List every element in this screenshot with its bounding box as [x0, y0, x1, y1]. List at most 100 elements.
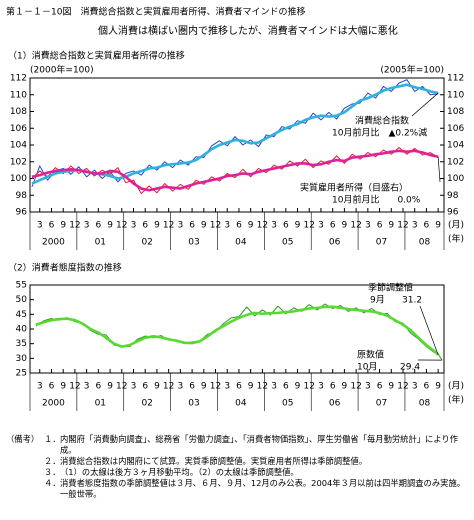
annotation: 消費総合指数 — [355, 115, 409, 127]
y2-tick-label: 104 — [447, 141, 464, 151]
y2-tick-label: 96 — [447, 208, 459, 218]
x-tick-label: 6 — [236, 382, 242, 392]
x-tick-label: 9 — [201, 382, 207, 392]
year-label: 2000 — [42, 399, 65, 409]
x-tick-label: 6 — [283, 221, 289, 231]
y-tick-label: 112 — [10, 74, 27, 84]
year-label: 02 — [141, 399, 152, 409]
y2-tick-label: 102 — [447, 157, 464, 167]
y-axis-label: (2000年=100) — [30, 64, 94, 76]
x-tick-label: 9 — [388, 221, 394, 231]
x-tick-label: 6 — [330, 221, 336, 231]
y2-tick-label: 106 — [447, 124, 464, 134]
y-tick-label: 108 — [10, 107, 27, 117]
x-tick-label: 3 — [131, 221, 137, 231]
x-tick-label: 3 — [84, 382, 90, 392]
note-row: ４． 消費者態度指数の季節調整値は３月、６月、９月、12月のみ公表。2004年３月… — [6, 478, 468, 500]
x-tick-label: 6 — [189, 221, 195, 231]
y2-tick-label: 100 — [447, 174, 464, 184]
x-tick-label: 6 — [424, 382, 430, 392]
y-tick-label: 96 — [16, 208, 28, 218]
x-tick-label: 3 — [84, 221, 90, 231]
x-tick-label: 12 — [350, 382, 361, 392]
x-tick-label: 9 — [107, 221, 113, 231]
x-tick-label: 12 — [163, 221, 174, 231]
x-tick-label: 6 — [189, 382, 195, 392]
note-text: （1）の太線は後方３ヶ月移動平均。（2）の太線は季節調整値。 — [60, 467, 299, 477]
notes-heading — [6, 456, 44, 467]
chart-title: （1）消費総合指数と実質雇用者所得の推移 — [8, 50, 185, 62]
x-tick-label: 12 — [257, 221, 268, 231]
x-tick-label: 3 — [271, 382, 277, 392]
year-label: 07 — [376, 238, 387, 248]
x-tick-label: 3 — [178, 221, 184, 231]
x-tick-label: 9 — [388, 382, 394, 392]
year-label: 01 — [95, 399, 106, 409]
x-tick-label: 9 — [60, 221, 66, 231]
x-tick-label: 3 — [224, 221, 230, 231]
y-tick-label: 106 — [10, 124, 27, 134]
note-text: 内閣府「消費動向調査」、総務省「労働力調査」、「消費者物価指数」、厚生労働省「毎… — [60, 434, 459, 455]
x-tick-label: 9 — [60, 382, 66, 392]
note-row: ２． 消費総合指数は内閣府にて試算。実質季節調整値。実質雇用者所得は季節調整値。 — [6, 456, 468, 467]
x-tick-label: 9 — [107, 382, 113, 392]
y-tick-label: 98 — [16, 191, 28, 201]
x-tick-label: 9 — [435, 382, 441, 392]
year-label: 08 — [419, 399, 431, 409]
x-tick-label: 3 — [318, 221, 324, 231]
x-tick-label: 3 — [178, 382, 184, 392]
x-tick-label: 12 — [397, 382, 408, 392]
year-unit: (年) — [448, 394, 464, 406]
x-tick-label: 12 — [304, 382, 315, 392]
x-tick-label: 9 — [295, 221, 301, 231]
x-tick-label: 6 — [377, 382, 383, 392]
figure-title: 第１－１－10図 消費総合指数と実質雇用者所得、消費者マインドの推移 — [6, 6, 305, 18]
note-number: ３． — [44, 467, 61, 477]
y-tick-label: 35 — [16, 339, 27, 349]
x-tick-label: 9 — [248, 221, 254, 231]
x-tick-label: 12 — [210, 382, 221, 392]
annotation: 10月 — [357, 362, 377, 373]
x-tick-label: 9 — [342, 382, 348, 392]
year-label: 04 — [235, 238, 247, 248]
annotation: 原数値 — [357, 349, 384, 361]
notes-heading — [6, 467, 44, 478]
year-label: 2000 — [42, 238, 65, 248]
x-tick-label: 12 — [257, 382, 268, 392]
y-tick-label: 40 — [16, 325, 28, 335]
annotation: 10月前月比 0.0% — [332, 194, 421, 206]
x-tick-label: 12 — [210, 221, 221, 231]
y2-tick-label: 112 — [447, 74, 464, 84]
x-tick-label: 9 — [248, 382, 254, 392]
series-line — [31, 79, 439, 188]
notes-heading — [6, 478, 44, 500]
x-tick-label: 12 — [163, 382, 174, 392]
x-tick-label: 12 — [69, 221, 80, 231]
x-tick-label: 6 — [49, 382, 55, 392]
note-row: ３． （1）の太線は後方３ヶ月移動平均。（2）の太線は季節調整値。 — [6, 467, 468, 478]
x-tick-label: 9 — [201, 221, 207, 231]
x-tick-label: 6 — [142, 221, 148, 231]
note-number: ４． — [44, 478, 61, 488]
year-label: 06 — [329, 238, 341, 248]
value-label: 29.4 — [400, 363, 420, 373]
year-label: 05 — [282, 238, 293, 248]
annotation: 実質雇用者所得（目盛右） — [300, 182, 408, 194]
x-tick-label: 3 — [365, 382, 371, 392]
y2-axis-label: (2005年=100) — [380, 64, 444, 76]
y-tick-label: 55 — [16, 281, 27, 291]
x-tick-label: 12 — [350, 221, 361, 231]
x-tick-label: 9 — [342, 221, 348, 231]
year-label: 03 — [188, 238, 199, 248]
x-tick-label: 6 — [424, 221, 430, 231]
annotation: 季節調整値 — [368, 282, 413, 294]
note-number: １． — [44, 434, 61, 444]
series-line — [31, 149, 439, 192]
x-tick-label: 6 — [377, 221, 383, 231]
x-tick-label: 6 — [49, 221, 55, 231]
year-label: 01 — [95, 238, 106, 248]
x-tick-label: 6 — [236, 221, 242, 231]
notes-heading: （備考） — [6, 434, 40, 444]
y-tick-label: 100 — [10, 174, 27, 184]
